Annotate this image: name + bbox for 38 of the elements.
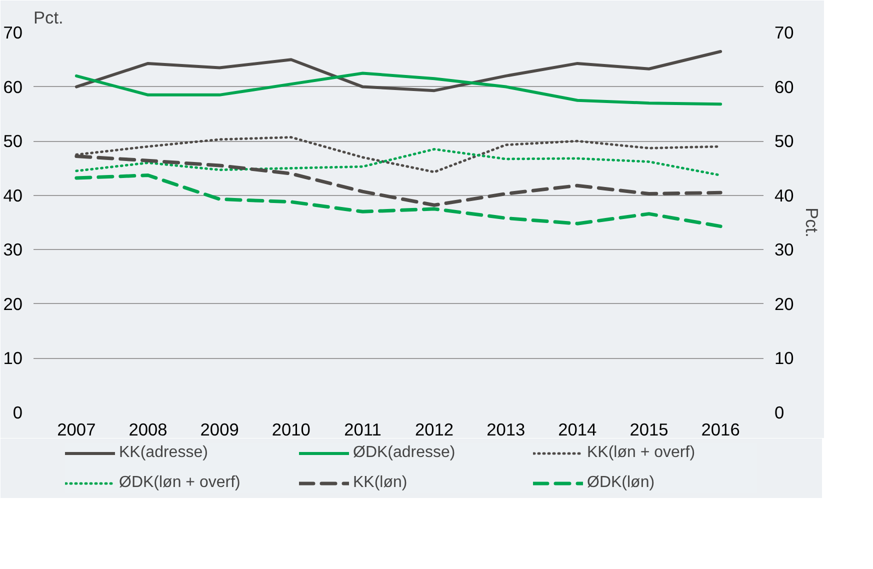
line-series <box>74 174 722 228</box>
line-series <box>74 72 722 106</box>
y-tick-label: 60 <box>3 76 23 97</box>
line-series <box>74 50 722 92</box>
x-tick-label: 2015 <box>630 420 668 440</box>
x-tick-label: 2008 <box>128 420 168 440</box>
y2-tick-label: 60 <box>774 76 794 97</box>
x-tick-label: 2010 <box>272 420 310 440</box>
y2-tick-label: 30 <box>774 240 794 260</box>
y-tick-label: 20 <box>3 294 23 314</box>
x-tick-label: 2016 <box>701 420 740 440</box>
legend-label: ØDK(adresse) <box>353 444 456 462</box>
line-series <box>75 148 722 177</box>
legend-label: KK(løn + overf) <box>587 444 696 462</box>
legend-label: KK(adresse) <box>119 444 209 462</box>
x-tick-label: 2007 <box>57 420 96 440</box>
legend-label: KK(løn) <box>353 474 408 492</box>
y2-tick-label: 40 <box>774 185 794 206</box>
x-tick-label: 2014 <box>558 420 598 440</box>
y-axis-title: Pct. <box>34 8 64 28</box>
y-tick-label: 40 <box>3 185 23 206</box>
legend-label: ØDK(løn) <box>587 474 656 492</box>
y-tick-label: 30 <box>3 240 23 260</box>
y2-tick-label: 50 <box>774 131 794 152</box>
y2-axis-title: Pct. <box>802 208 822 238</box>
y2-tick-label: 70 <box>774 22 794 42</box>
y-tick-label: 50 <box>3 131 23 152</box>
y-tick-label: 70 <box>3 22 23 42</box>
legend-label: ØDK(løn + overf) <box>119 474 242 492</box>
y2-tick-label: 0 <box>774 402 784 422</box>
x-tick-label: 2009 <box>200 420 239 440</box>
y-tick-label: 0 <box>12 402 23 422</box>
y2-tick-label: 10 <box>774 348 794 368</box>
y2-tick-label: 20 <box>774 294 794 314</box>
y-tick-label: 10 <box>3 348 23 368</box>
x-tick-label: 2012 <box>415 420 454 440</box>
x-tick-label: 2013 <box>486 420 526 440</box>
x-tick-label: 2011 <box>344 420 382 440</box>
